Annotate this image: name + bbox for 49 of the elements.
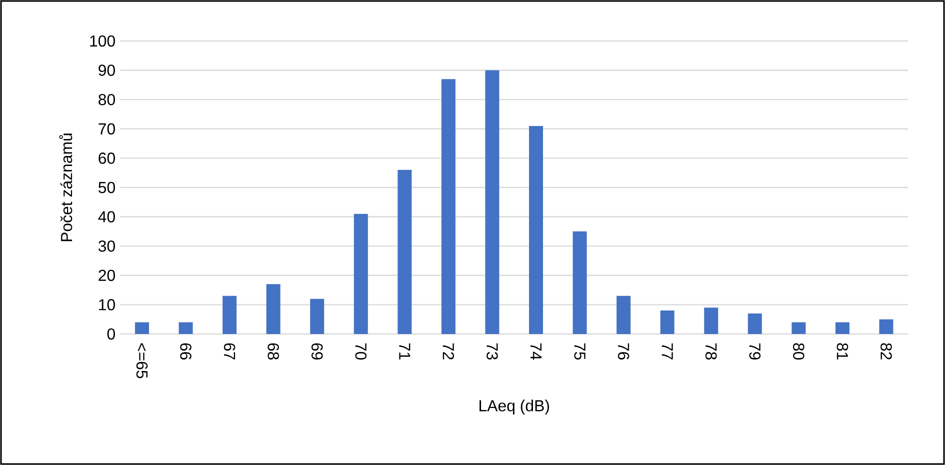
bar xyxy=(616,296,631,334)
y-tick-label: 70 xyxy=(98,123,115,135)
y-tick-label: 40 xyxy=(98,211,115,222)
bar xyxy=(354,214,368,334)
x-tick-label: 71 xyxy=(399,343,410,360)
bar xyxy=(485,70,500,334)
bar xyxy=(529,126,544,334)
bar xyxy=(441,79,456,334)
x-tick-label: 80 xyxy=(793,343,804,360)
bar xyxy=(835,322,850,334)
x-tick-label: 75 xyxy=(574,343,586,360)
x-tick-label: 79 xyxy=(749,343,761,360)
y-tick-label: 10 xyxy=(99,299,115,310)
y-tick-label: 100 xyxy=(90,35,115,47)
x-tick-label: 82 xyxy=(880,343,892,360)
bar xyxy=(879,319,894,334)
x-tick-label: 76 xyxy=(618,343,630,360)
bar xyxy=(178,322,193,334)
bar xyxy=(266,284,280,334)
y-tick-label: 50 xyxy=(98,182,115,194)
y-tick-label: 90 xyxy=(98,64,115,76)
x-tick-label: 68 xyxy=(268,343,279,360)
bar xyxy=(748,313,762,334)
bar xyxy=(792,322,806,334)
x-axis-title: LAeq (dB) xyxy=(480,400,549,415)
x-tick-label: 77 xyxy=(662,343,673,360)
x-tick-label: 69 xyxy=(311,343,323,360)
x-tick-label: 72 xyxy=(442,343,454,360)
bar xyxy=(135,322,150,334)
x-tick-label: 81 xyxy=(836,343,848,360)
x-tick-label: 78 xyxy=(705,343,717,360)
x-tick-label: 66 xyxy=(180,343,192,360)
x-tick-label: <=65 xyxy=(136,343,148,378)
y-axis-title: Počet záznamů xyxy=(59,134,72,242)
y-tick-label: 60 xyxy=(98,152,115,164)
x-tick-label: 74 xyxy=(530,343,542,360)
y-tick-label: 20 xyxy=(98,270,115,282)
bar xyxy=(704,308,718,334)
y-tick-label: 30 xyxy=(98,240,115,252)
bar xyxy=(222,296,237,334)
y-tick-label: 0 xyxy=(107,328,115,340)
bar xyxy=(572,231,587,334)
x-tick-label: 70 xyxy=(355,343,367,360)
x-tick-label: 73 xyxy=(486,343,498,360)
bar xyxy=(310,298,324,334)
bar xyxy=(660,310,674,334)
bar xyxy=(398,170,412,334)
y-tick-label: 80 xyxy=(98,94,115,106)
x-tick-label: 67 xyxy=(224,343,236,360)
